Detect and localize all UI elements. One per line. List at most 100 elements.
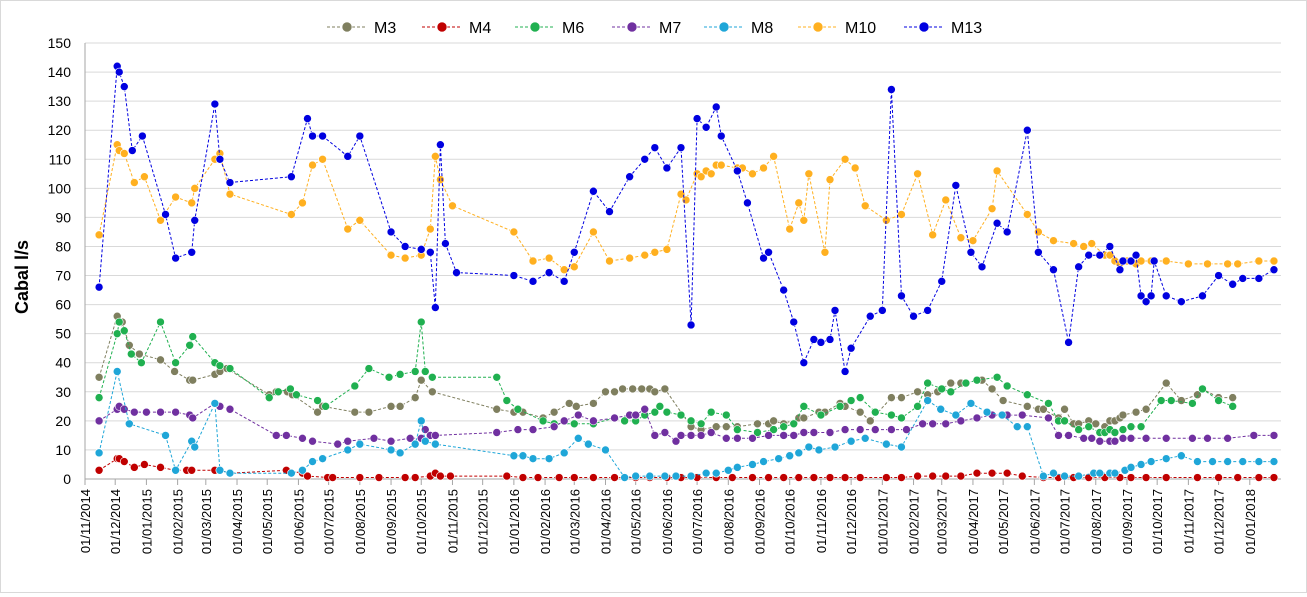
data-point-m8 xyxy=(936,404,946,414)
data-point-m4 xyxy=(1161,473,1171,482)
data-point-m4 xyxy=(1002,468,1012,478)
data-point-m10 xyxy=(804,169,814,179)
data-point-m13 xyxy=(559,277,569,286)
data-point-m7 xyxy=(405,434,415,443)
data-point-m13 xyxy=(215,154,225,164)
data-point-m3 xyxy=(395,402,405,411)
legend-item-m3: M3 xyxy=(327,20,396,37)
data-point-m13 xyxy=(799,358,809,368)
data-point-m6 xyxy=(1044,399,1053,408)
data-point-m7 xyxy=(902,425,911,434)
x-tick-label: 01/10/2017 xyxy=(1150,489,1165,554)
legend-item-m6: M6 xyxy=(515,20,584,37)
data-point-m7 xyxy=(676,431,686,440)
data-point-m10 xyxy=(1254,256,1264,266)
data-point-m13 xyxy=(303,114,312,123)
data-point-m3 xyxy=(492,404,502,414)
series-m13 xyxy=(94,61,1279,376)
data-point-m10 xyxy=(992,166,1002,176)
data-point-m13 xyxy=(544,268,554,277)
data-point-m8 xyxy=(860,434,870,443)
data-point-m7 xyxy=(825,428,835,437)
data-point-m7 xyxy=(686,431,696,440)
x-tick-label: 01/03/2015 xyxy=(199,489,214,554)
data-point-m13 xyxy=(686,320,696,330)
data-point-m3 xyxy=(913,387,922,397)
data-point-m6 xyxy=(1002,381,1012,391)
data-point-m3 xyxy=(865,416,875,426)
x-tick-label: 01/09/2015 xyxy=(384,489,399,554)
data-point-m7 xyxy=(631,410,640,420)
y-tick-labels: 0 10 20 30 40 50 60 70 80 90 100 110 120 130 140 150 xyxy=(48,35,72,487)
data-point-m8 xyxy=(431,439,440,449)
x-tick-label: 01/01/2016 xyxy=(507,489,522,554)
y-tick-label: 40 xyxy=(55,355,71,371)
data-point-m10 xyxy=(589,227,598,237)
data-point-m7 xyxy=(640,404,650,414)
data-point-m3 xyxy=(188,375,198,385)
data-point-m8 xyxy=(1146,457,1156,466)
data-point-m8 xyxy=(343,445,353,455)
data-point-m6 xyxy=(264,393,274,402)
data-point-m3 xyxy=(350,407,360,417)
data-point-m8 xyxy=(573,434,583,443)
data-point-m13 xyxy=(1136,291,1146,301)
data-point-m10 xyxy=(662,245,672,254)
data-point-m6 xyxy=(513,404,523,414)
data-point-m8 xyxy=(215,465,225,475)
data-point-m4 xyxy=(119,457,129,466)
data-point-m6 xyxy=(937,384,947,394)
data-point-m6 xyxy=(137,358,146,368)
data-point-m7 xyxy=(1079,434,1088,443)
x-tick-label: 01/06/2016 xyxy=(660,489,675,554)
series-line-m13 xyxy=(98,66,1275,372)
data-point-m4 xyxy=(941,471,951,481)
legend-marker-m13 xyxy=(918,21,930,33)
y-tick-label: 0 xyxy=(63,471,71,487)
data-point-m7 xyxy=(573,410,583,420)
data-point-m10 xyxy=(650,247,660,257)
data-point-m8 xyxy=(711,468,721,478)
data-point-m6 xyxy=(420,367,430,376)
data-point-m8 xyxy=(1074,471,1083,481)
data-point-m6 xyxy=(1214,396,1223,405)
data-point-m4 xyxy=(840,473,850,482)
data-point-m13 xyxy=(1141,297,1151,306)
data-point-m10 xyxy=(1161,256,1171,266)
data-point-m8 xyxy=(982,407,992,417)
data-point-m4 xyxy=(1269,473,1279,482)
data-point-m7 xyxy=(1064,431,1073,440)
data-point-m13 xyxy=(569,247,579,257)
data-point-m7 xyxy=(799,428,809,437)
data-point-m3 xyxy=(124,340,134,350)
data-point-m3 xyxy=(364,407,374,417)
data-point-m8 xyxy=(171,465,180,475)
data-point-m7 xyxy=(748,434,757,443)
data-point-m10 xyxy=(987,204,997,213)
data-point-m4 xyxy=(569,473,579,482)
data-point-m4 xyxy=(794,473,804,482)
x-tick-label: 01/07/2015 xyxy=(322,489,337,554)
data-point-m7 xyxy=(956,416,966,426)
data-point-m10 xyxy=(1087,239,1097,248)
data-point-m13 xyxy=(1146,291,1156,301)
data-point-m8 xyxy=(386,445,396,455)
data-point-m7 xyxy=(887,425,896,434)
data-point-m8 xyxy=(287,468,296,478)
data-point-m8 xyxy=(1110,468,1120,478)
data-point-m3 xyxy=(571,402,581,411)
data-point-m6 xyxy=(686,416,696,426)
data-point-m10 xyxy=(559,265,569,275)
data-point-m13 xyxy=(764,247,773,257)
data-point-m3 xyxy=(618,384,627,394)
data-point-m7 xyxy=(1095,436,1105,446)
data-point-m8 xyxy=(759,457,768,466)
data-point-m10 xyxy=(94,230,104,240)
legend-item-m8: M8 xyxy=(704,20,773,37)
data-point-m10 xyxy=(928,230,937,240)
x-tick-label: 01/01/2018 xyxy=(1243,489,1258,554)
data-point-m8 xyxy=(631,471,640,481)
data-point-m6 xyxy=(1188,399,1197,408)
data-point-m8 xyxy=(846,436,856,446)
data-point-m8 xyxy=(112,367,122,376)
